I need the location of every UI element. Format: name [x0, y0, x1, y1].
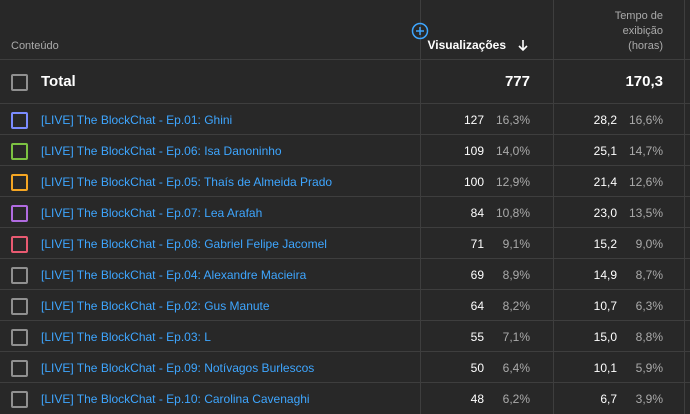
video-title-link[interactable]: [LIVE] The BlockChat - Ep.09: Notívagos … — [41, 361, 315, 375]
watch-time-header-line2: exibição — [622, 25, 663, 37]
row-divider — [0, 227, 690, 228]
row-checkbox[interactable] — [11, 360, 28, 377]
watch-time-percent: 16,6% — [628, 113, 663, 127]
row-divider — [0, 351, 690, 352]
watch-time-value: 15,0 — [593, 330, 617, 344]
views-value: 55 — [470, 330, 484, 344]
watch-time-percent: 3,9% — [635, 392, 663, 406]
video-title-link[interactable]: [LIVE] The BlockChat - Ep.01: Ghini — [41, 113, 233, 127]
watch-time-value: 28,2 — [593, 113, 617, 127]
video-title-link[interactable]: [LIVE] The BlockChat - Ep.02: Gus Manute — [41, 299, 270, 313]
arrow-down-icon — [518, 40, 528, 52]
row-checkbox[interactable] — [11, 329, 28, 346]
row-checkbox[interactable] — [11, 112, 28, 129]
table-row: [LIVE] The BlockChat - Ep.01: Ghini 127 16… — [0, 104, 690, 135]
views-value: 100 — [463, 175, 484, 189]
table-row: [LIVE] The BlockChat - Ep.02: Gus Manute… — [0, 290, 690, 321]
row-divider — [0, 289, 690, 290]
watch-time-value: 25,1 — [593, 144, 617, 158]
row-divider — [0, 196, 690, 197]
watch-time-header-line1: Tempo de — [614, 10, 663, 22]
views-header-label: Visualizações — [427, 38, 507, 52]
watch-time-value: 15,2 — [593, 237, 617, 251]
row-divider — [0, 165, 690, 166]
views-percent: 6,4% — [502, 361, 530, 375]
views-value: 69 — [470, 268, 484, 282]
views-percent: 8,2% — [502, 299, 530, 313]
watch-time-value: 23,0 — [593, 206, 617, 220]
row-checkbox[interactable] — [11, 298, 28, 315]
watch-time-percent: 14,7% — [628, 144, 663, 158]
views-column-header[interactable]: Visualizações — [428, 38, 531, 52]
views-percent: 8,9% — [502, 268, 530, 282]
views-value: 84 — [470, 206, 484, 220]
table-row: [LIVE] The BlockChat - Ep.04: Alexandre … — [0, 259, 690, 290]
table-row: [LIVE] The BlockChat - Ep.10: Carolina C… — [0, 383, 690, 414]
total-label: Total — [41, 73, 76, 90]
watch-time-header-line3: (horas) — [628, 40, 663, 52]
row-checkbox[interactable] — [11, 143, 28, 160]
header-divider — [0, 59, 690, 60]
watch-time-percent: 5,9% — [635, 361, 663, 375]
views-percent: 9,1% — [502, 237, 530, 251]
watch-time-percent: 6,3% — [635, 299, 663, 313]
video-title-link[interactable]: [LIVE] The BlockChat - Ep.10: Carolina C… — [41, 392, 310, 406]
table-row: [LIVE] The BlockChat - Ep.05: Thaís de A… — [0, 166, 690, 197]
table-row: [LIVE] The BlockChat - Ep.08: Gabriel Fe… — [0, 228, 690, 259]
watch-time-percent: 12,6% — [628, 175, 663, 189]
table-row: [LIVE] The BlockChat - Ep.06: Isa Danoni… — [0, 135, 690, 166]
total-watch-time: 170,3 — [625, 73, 663, 90]
watch-time-percent: 13,5% — [628, 206, 663, 220]
views-percent: 16,3% — [495, 113, 530, 127]
views-percent: 6,2% — [502, 392, 530, 406]
table-row: [LIVE] The BlockChat - Ep.07: Lea Arafah… — [0, 197, 690, 228]
views-percent: 10,8% — [495, 206, 530, 220]
watch-time-value: 21,4 — [593, 175, 617, 189]
row-checkbox[interactable] — [11, 205, 28, 222]
row-divider — [0, 134, 690, 135]
row-checkbox[interactable] — [11, 391, 28, 408]
column-divider — [684, 0, 685, 414]
table-row: [LIVE] The BlockChat - Ep.09: Notívagos … — [0, 352, 690, 383]
video-title-link[interactable]: [LIVE] The BlockChat - Ep.03: L — [41, 330, 211, 344]
total-views: 777 — [504, 73, 530, 90]
views-percent: 14,0% — [495, 144, 530, 158]
watch-time-value: 14,9 — [593, 268, 617, 282]
watch-time-percent: 8,8% — [635, 330, 663, 344]
views-value: 50 — [470, 361, 484, 375]
views-value: 64 — [470, 299, 484, 313]
views-percent: 7,1% — [502, 330, 530, 344]
content-column-header: Conteúdo — [11, 40, 59, 52]
views-percent: 12,9% — [495, 175, 530, 189]
watch-time-value: 6,7 — [600, 392, 617, 406]
column-divider — [420, 0, 421, 414]
video-title-link[interactable]: [LIVE] The BlockChat - Ep.08: Gabriel Fe… — [41, 237, 327, 251]
watch-time-value: 10,7 — [593, 299, 617, 313]
row-divider — [0, 103, 690, 104]
video-title-link[interactable]: [LIVE] The BlockChat - Ep.07: Lea Arafah — [41, 206, 263, 220]
views-value: 71 — [470, 237, 484, 251]
row-checkbox[interactable] — [11, 174, 28, 191]
table-row: [LIVE] The BlockChat - Ep.03: L 55 7,1% 15,… — [0, 321, 690, 352]
views-value: 109 — [463, 144, 484, 158]
watch-time-column-header[interactable]: Tempo de exibição (horas) — [615, 9, 663, 54]
video-title-link[interactable]: [LIVE] The BlockChat - Ep.04: Alexandre … — [41, 268, 307, 282]
row-checkbox[interactable] — [11, 236, 28, 253]
watch-time-percent: 8,7% — [635, 268, 663, 282]
watch-time-percent: 9,0% — [635, 237, 663, 251]
plus-circle-icon[interactable] — [411, 22, 429, 40]
video-title-link[interactable]: [LIVE] The BlockChat - Ep.06: Isa Danoni… — [41, 144, 282, 158]
views-value: 127 — [463, 113, 484, 127]
column-divider — [553, 0, 554, 414]
total-checkbox[interactable] — [11, 74, 28, 91]
video-title-link[interactable]: [LIVE] The BlockChat - Ep.05: Thaís de A… — [41, 175, 333, 189]
row-divider — [0, 258, 690, 259]
views-value: 48 — [470, 392, 484, 406]
row-checkbox[interactable] — [11, 267, 28, 284]
row-divider — [0, 382, 690, 383]
row-divider — [0, 320, 690, 321]
watch-time-value: 10,1 — [593, 361, 617, 375]
